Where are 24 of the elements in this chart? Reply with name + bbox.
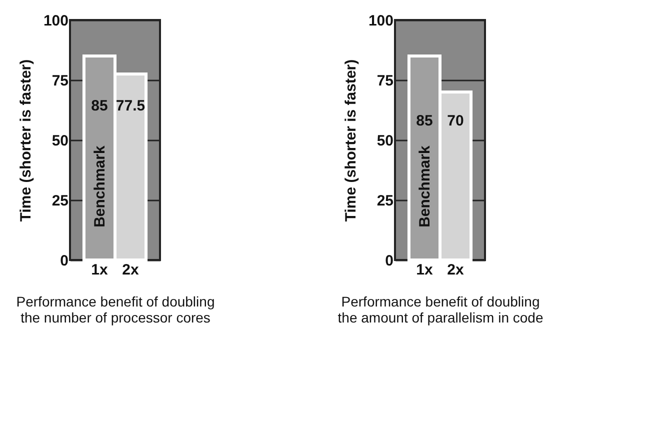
y-tick-label: 0: [385, 252, 394, 270]
x-tick-label: 2x: [447, 262, 465, 278]
data-label: 70: [447, 112, 464, 130]
x-tick-label: 2x: [122, 262, 140, 278]
data-label: 77.5: [116, 98, 146, 115]
y-tick-label: 0: [60, 252, 68, 270]
data-label: 85: [91, 98, 108, 115]
y-tick-label: 75: [52, 72, 68, 90]
annotation: Benchmark: [91, 145, 108, 228]
y-axis-title: Time (shorter is faster): [17, 59, 34, 222]
y-tick-label: 50: [376, 132, 394, 150]
y-tick-label: 25: [52, 192, 68, 210]
x-tick-label: 1x: [91, 262, 108, 278]
y-axis-title: Time (shorter is faster): [342, 59, 360, 222]
y-tick-label: 100: [43, 12, 68, 30]
y-tick-label: 100: [368, 12, 394, 30]
y-tick-label: 75: [376, 72, 394, 90]
y-tick-label: 50: [52, 132, 68, 150]
x-axis-title: Performance benefit of doubling the amount of parallelism in code: [338, 294, 544, 326]
x-axis-title: Performance benefit of doubling the number of processor cores: [16, 294, 215, 326]
y-tick-label: 25: [376, 192, 394, 210]
annotation: Benchmark: [416, 145, 434, 228]
x-tick-label: 1x: [416, 262, 434, 278]
data-label: 85: [416, 112, 433, 130]
